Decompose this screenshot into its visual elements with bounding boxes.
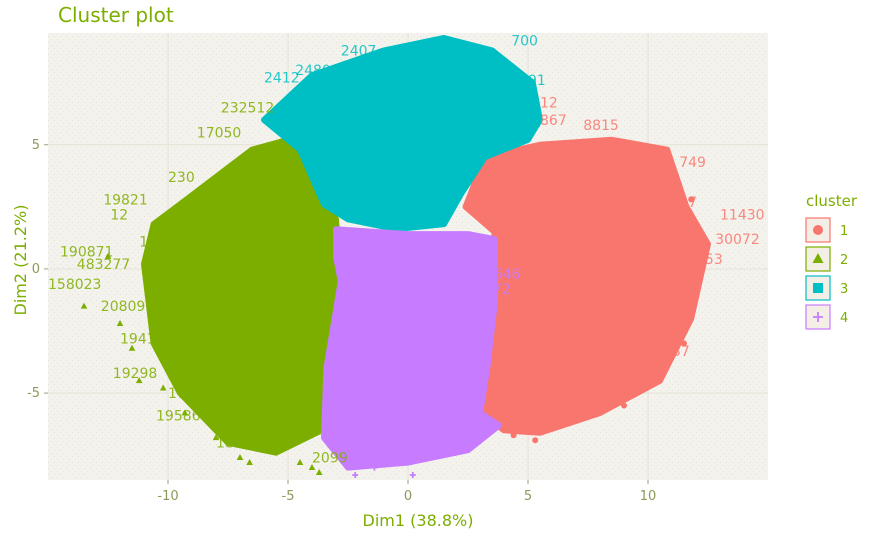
cluster-3-label-1: 2480 bbox=[295, 63, 331, 79]
cluster-1-point-3 bbox=[549, 424, 555, 431]
cluster-1-point-1 bbox=[681, 340, 687, 347]
cluster-1-point-5 bbox=[510, 432, 517, 439]
cluster-1-label-9: 867 bbox=[540, 113, 567, 129]
cluster-1-label-11: 984 bbox=[535, 411, 562, 427]
cluster-2-point-0 bbox=[80, 302, 88, 309]
cluster-1-point-2 bbox=[621, 402, 627, 409]
cluster-1-label-5: 34 bbox=[672, 319, 690, 335]
y-tick-label-2: 5 bbox=[32, 138, 40, 153]
cluster-3-label-4: 700 bbox=[511, 33, 538, 49]
cluster-2-label-5: 208090 bbox=[101, 299, 154, 315]
cluster-1-point-8 bbox=[688, 196, 695, 203]
legend-symbol-1 bbox=[813, 225, 823, 235]
cluster-2-point-2 bbox=[128, 344, 136, 351]
legend-symbol-2 bbox=[812, 253, 824, 263]
legend-symbol-3 bbox=[813, 283, 823, 293]
cluster-3-label-2: 63 bbox=[322, 68, 340, 84]
legend-label-3: 3 bbox=[840, 282, 848, 297]
cluster-4-label-1: 5646 bbox=[485, 267, 521, 283]
cluster-1-label-1: 30072 bbox=[715, 232, 760, 248]
cluster-2-point-11 bbox=[315, 468, 323, 475]
legend-symbol-4 bbox=[813, 312, 823, 322]
cluster-2-point-8 bbox=[246, 459, 253, 466]
cluster-1-label-2: 749 bbox=[679, 155, 706, 171]
x-tick-label-2: 0 bbox=[404, 489, 412, 504]
cluster-1-point-9 bbox=[503, 414, 510, 421]
cluster-2-label-6: 19412 bbox=[120, 331, 165, 347]
cluster-1-label-3: 27 bbox=[679, 195, 697, 211]
cluster-2-point-12 bbox=[104, 252, 112, 259]
cluster-2-label-10: 17050 bbox=[197, 125, 242, 141]
cluster-4-point-0 bbox=[352, 472, 359, 479]
y-tick-label-1: 0 bbox=[32, 262, 40, 277]
x-tick-label-0: -10 bbox=[157, 489, 178, 504]
cluster-2-point-1 bbox=[116, 319, 124, 326]
legend-title: cluster bbox=[806, 192, 858, 210]
cluster-4-point-3 bbox=[395, 454, 402, 461]
cluster-1-label-8: 12 bbox=[540, 96, 558, 112]
cluster-2-label-11: 230 bbox=[168, 170, 195, 186]
cluster-1-label-7: 8815 bbox=[583, 118, 619, 134]
cluster-4-label-2: 4472 bbox=[475, 282, 511, 298]
cluster-1-point-7 bbox=[702, 253, 709, 260]
cluster-1-point-6 bbox=[645, 380, 651, 387]
cluster-1-label-6: 353 bbox=[696, 252, 723, 268]
cluster-2-point-7 bbox=[236, 454, 244, 461]
data-points bbox=[80, 196, 709, 479]
cluster-2-label-9: 232512 bbox=[221, 100, 274, 116]
cluster-2-point-5 bbox=[181, 409, 189, 416]
cluster-3-region bbox=[261, 35, 543, 233]
x-tick-label-3: 5 bbox=[524, 489, 532, 504]
cluster-2-label-4: 12 bbox=[110, 207, 128, 223]
cluster-1-label-10: 7022 bbox=[576, 379, 612, 395]
cluster-4-region bbox=[321, 226, 503, 471]
cluster-1-point-4 bbox=[532, 437, 539, 444]
cluster-4-point-4 bbox=[342, 454, 349, 461]
x-axis-label: Dim1 (38.8%) bbox=[363, 511, 474, 530]
cluster-3-label-0: 2412 bbox=[264, 71, 300, 87]
cluster-1-label-4: 37 bbox=[672, 344, 690, 360]
x-tick-label-1: -5 bbox=[282, 489, 295, 504]
cluster-2-label-12: 19 bbox=[139, 235, 157, 251]
chart-title: Cluster plot bbox=[58, 3, 174, 27]
cluster-4-point-1 bbox=[371, 464, 378, 471]
cluster-regions bbox=[141, 35, 711, 471]
legend-label-4: 4 bbox=[840, 311, 848, 326]
cluster-4-label-3: 23 bbox=[348, 264, 366, 280]
cluster-2-label-7: 19298 bbox=[113, 366, 158, 382]
cluster-2-label-15: 2099 bbox=[312, 451, 348, 467]
cluster-2-label-3: 19821 bbox=[103, 192, 148, 208]
point-labels: 1143030072749273734353881512867702298419… bbox=[48, 33, 765, 466]
cluster-1-point-0 bbox=[693, 290, 699, 297]
legend-label-2: 2 bbox=[840, 253, 848, 268]
cluster-3-label-5: 91 bbox=[528, 73, 546, 89]
cluster-2-label-2: 483277 bbox=[77, 257, 130, 273]
cluster-1-label-0: 11430 bbox=[720, 207, 765, 223]
x-tick-label-4: 10 bbox=[640, 489, 657, 504]
legend-label-1: 1 bbox=[840, 224, 848, 239]
cluster-2-label-14: 18 bbox=[216, 436, 234, 452]
cluster-2-label-8: 19586 bbox=[156, 408, 201, 424]
cluster-2-point-6 bbox=[212, 434, 220, 441]
cluster-2-point-9 bbox=[296, 459, 304, 466]
cluster-2-point-10 bbox=[308, 463, 316, 470]
cluster-2-label-0: 190871 bbox=[60, 245, 113, 261]
cluster-2-label-1: 158023 bbox=[48, 277, 101, 293]
cluster-4-point-2 bbox=[409, 472, 416, 479]
y-axis-label: Dim2 (21.2%) bbox=[11, 205, 30, 316]
legend: cluster 1 2 3 4 bbox=[805, 192, 858, 330]
cluster-2-point-3 bbox=[135, 377, 143, 384]
y-tick-label-0: -5 bbox=[27, 386, 40, 401]
cluster-4-label-0: 7640 bbox=[391, 446, 427, 462]
cluster-3-label-3: 2407 bbox=[341, 43, 377, 59]
axis-ticks: -10 -5 0 5 10 -5 0 5 bbox=[27, 138, 656, 504]
cluster-2-point-4 bbox=[159, 384, 167, 391]
cluster-2-label-13: 17 bbox=[168, 386, 186, 402]
